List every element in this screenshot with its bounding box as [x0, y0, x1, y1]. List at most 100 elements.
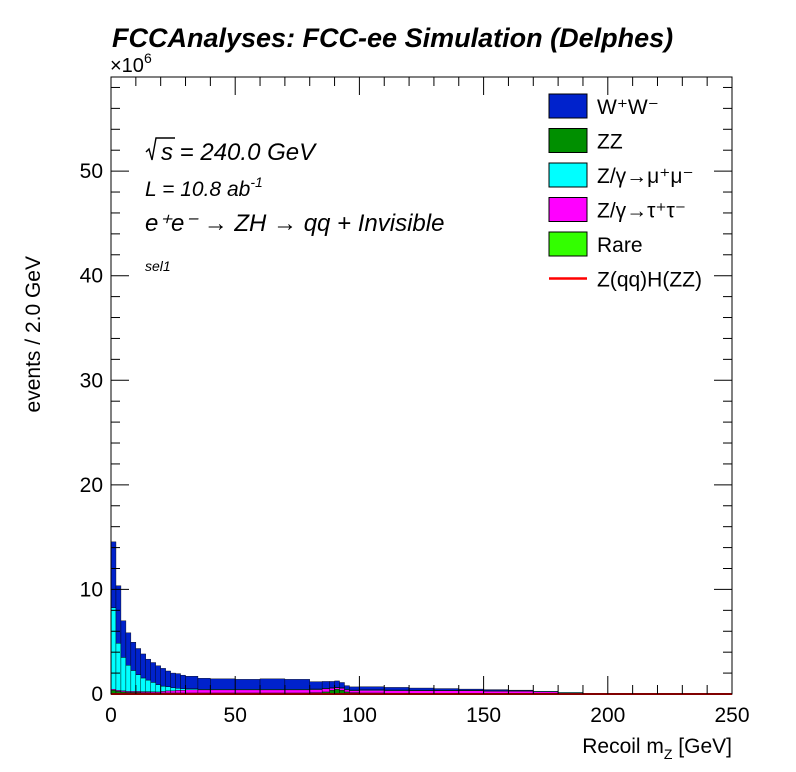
- annotation-selection: sel1: [145, 258, 171, 274]
- bar-w-w: [284, 679, 310, 690]
- bar-z: [557, 692, 584, 694]
- bar-z: [433, 690, 459, 694]
- bar-w-w: [339, 682, 345, 688]
- bar-z: [165, 690, 171, 694]
- bar-z: [339, 688, 345, 691]
- legend-swatch: [548, 128, 588, 153]
- bar-w-w: [344, 685, 350, 690]
- bar-z: [458, 690, 484, 694]
- bar-z: [234, 689, 261, 694]
- bar-w-w: [359, 686, 385, 691]
- bar-z: [170, 690, 176, 694]
- bar-z: [175, 688, 181, 691]
- bar-w-w: [508, 689, 534, 691]
- bar-z: [483, 690, 509, 694]
- x-tick-label: 200: [590, 704, 625, 727]
- bar-w-w: [160, 668, 166, 687]
- bar-z: [349, 690, 360, 693]
- bar-z: [140, 677, 146, 692]
- bar-z: [160, 685, 166, 692]
- annotations: s = 240.0 GeV L = 10.8 ab-1 e⁺e⁻ → ZH → …: [145, 137, 444, 274]
- y-tick-label: 0: [91, 683, 103, 706]
- bar-z: [408, 690, 435, 694]
- bar-z: [185, 689, 199, 694]
- sqrt-icon: [145, 137, 175, 161]
- x-axis-ticks: 0 50 100 150 200 250: [105, 77, 750, 727]
- bar-w-w: [349, 686, 360, 691]
- annotation-process: e⁺e⁻ → ZH → qq + Invisible: [145, 210, 444, 237]
- x-tick-label: 150: [466, 704, 501, 727]
- bar-z: [145, 679, 151, 692]
- bar-w-w: [140, 653, 146, 679]
- bar-w-w: [185, 676, 199, 689]
- bar-z: [170, 687, 176, 692]
- y-tick-label: 20: [80, 474, 103, 497]
- bar-z: [160, 691, 166, 694]
- legend-swatch: [548, 197, 588, 222]
- bar-w-w: [309, 681, 323, 690]
- bar-z: [210, 689, 236, 694]
- legend-label: ZZ: [597, 131, 623, 154]
- bar-z: [165, 686, 171, 692]
- bar-z: [175, 690, 181, 694]
- bar-w-w: [130, 642, 137, 671]
- y-axis-ticks: 0 10 20 30 40 50: [80, 86, 732, 706]
- bar-z: [197, 689, 211, 694]
- bar-z: [384, 690, 410, 694]
- plot-frame: [110, 76, 733, 695]
- bar-w-w: [433, 688, 459, 691]
- y-tick-label: 30: [80, 369, 103, 392]
- bar-w-w: [329, 681, 335, 688]
- bar-z: [130, 670, 137, 692]
- bar-w-w: [321, 681, 330, 689]
- bar-z: [180, 688, 186, 691]
- bar-z: [309, 689, 323, 693]
- histogram-bars: [110, 541, 733, 695]
- bar-w-w: [125, 632, 132, 666]
- bar-z: [508, 690, 534, 694]
- bar-zz: [334, 689, 340, 694]
- bar-z: [150, 682, 156, 693]
- bar-w-w: [165, 670, 171, 687]
- chart-title: FCCAnalyses: FCC-ee Simulation (Delphes): [112, 23, 673, 53]
- annotation-lumi: L = 10.8 ab-1: [145, 174, 263, 201]
- y-axis-label: events / 2.0 GeV: [22, 256, 45, 412]
- x-tick-label: 50: [224, 704, 247, 727]
- legend: W⁺W⁻ ZZ Z/γ→μ⁺μ⁻ Z/γ→τ⁺τ⁻ Rare Z(qq)H(ZZ): [548, 93, 702, 292]
- bar-z: [180, 690, 186, 694]
- y-exponent: ×106: [110, 50, 152, 77]
- bar-z: [284, 689, 310, 694]
- bar-z: [359, 690, 385, 694]
- legend-label: Z/γ→τ⁺τ⁻: [597, 200, 686, 223]
- bar-w-w: [135, 648, 142, 675]
- bar-z: [259, 689, 286, 694]
- legend-label: Z(qq)H(ZZ): [597, 269, 702, 292]
- x-tick-label: 100: [342, 704, 377, 727]
- bar-w-w: [458, 688, 484, 691]
- bar-z: [533, 691, 559, 693]
- bar-w-w: [408, 687, 435, 691]
- bar-z: [125, 665, 132, 692]
- plot-border: [110, 76, 733, 695]
- legend-label: W⁺W⁻: [597, 96, 659, 119]
- x-tick-label: 0: [105, 704, 117, 727]
- bar-w-w: [150, 662, 156, 683]
- bar-z: [115, 643, 122, 691]
- bar-w-w: [120, 620, 127, 658]
- legend-swatch: [548, 231, 588, 257]
- bar-w-w: [175, 673, 181, 689]
- x-axis-label: Recoil mZ [GeV]: [582, 735, 732, 762]
- y-tick-label: 50: [80, 160, 103, 183]
- bar-w-w: [145, 658, 151, 681]
- bar-w-w: [384, 687, 410, 691]
- bar-z: [135, 674, 142, 692]
- bar-w-w: [334, 680, 340, 688]
- bar-z: [321, 688, 330, 693]
- bar-w-w: [110, 541, 117, 608]
- bar-z: [329, 688, 335, 691]
- bar-w-w: [155, 665, 161, 685]
- x-tick-label: 250: [714, 704, 749, 727]
- y-tick-label: 10: [80, 578, 103, 601]
- bar-w-w: [197, 678, 211, 690]
